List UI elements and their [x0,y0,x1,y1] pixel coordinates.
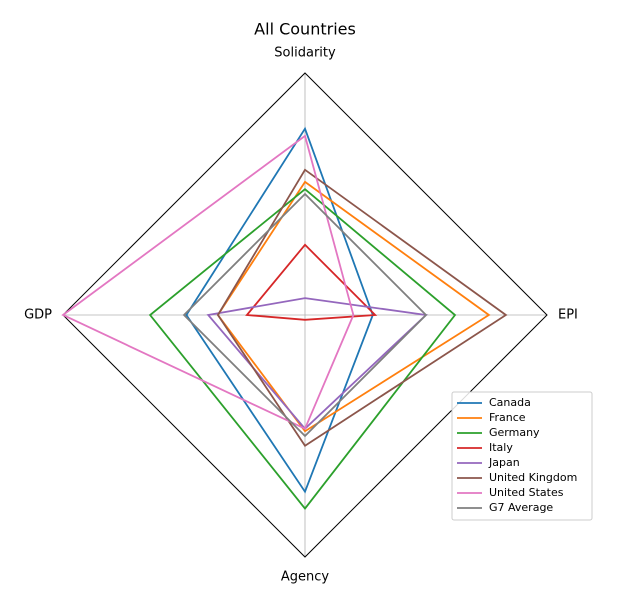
legend-label: Japan [488,456,520,469]
axis-label: Solidarity [274,46,336,61]
series-line [245,243,378,321]
series-line [206,297,428,431]
legend-label: United Kingdom [489,471,577,484]
legend-label: G7 Average [489,501,553,514]
series-line [185,126,374,494]
axis-label: Agency [281,570,330,585]
series-line [182,192,428,438]
axis-label: GDP [24,308,52,323]
legend-box [451,391,593,521]
legend-label: France [489,411,526,424]
legend-label: United States [489,486,564,499]
series-line [61,134,355,430]
legend: Canada France Germany Italy Japan United King… [451,391,593,521]
series-line [216,180,491,433]
axis-label: EPI [558,308,578,323]
series-line [148,188,457,511]
chart-title: All Countries [254,20,356,39]
legend-label: Canada [489,396,531,409]
legend-label: Italy [489,441,513,454]
legend-label: Germany [489,426,540,439]
frame [62,72,548,558]
series-line [216,168,508,447]
